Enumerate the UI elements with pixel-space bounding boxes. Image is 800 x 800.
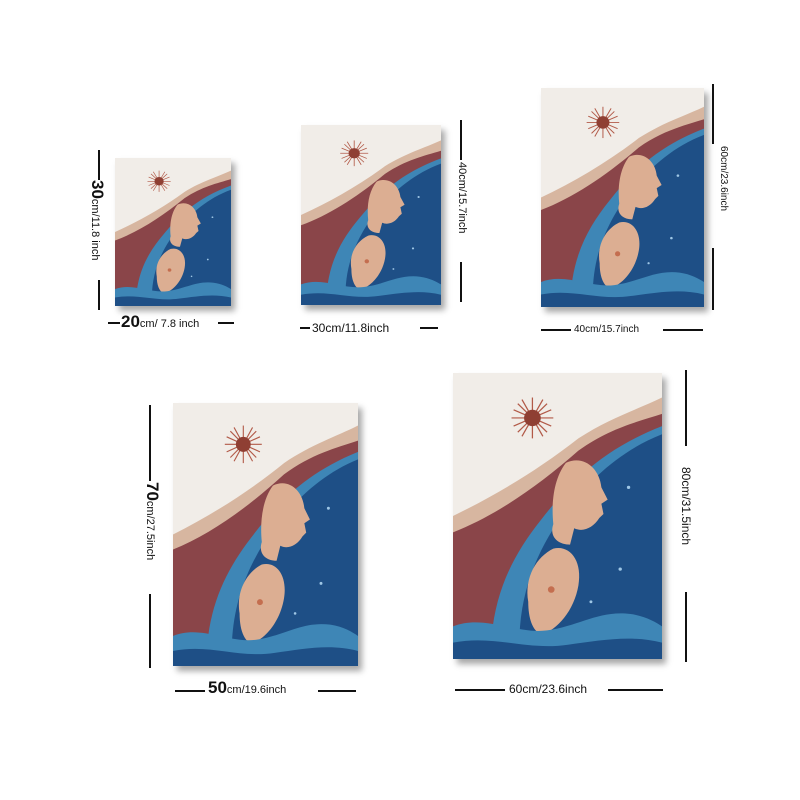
height-dimension-line [712,84,714,144]
height-dimension-line [98,150,100,180]
height-dimension-line [460,120,462,160]
width-label-60x80: 60cm/23.6inch [509,682,588,696]
height-dimension-line [712,248,714,310]
width-label-30x40: 30cm/11.8inch [312,321,390,335]
width-dimension-line [608,689,663,691]
height-label-20x30: 30cm/11.8 inch [88,180,107,261]
poster-20x30-image [115,158,231,306]
poster-30x40-image [301,125,441,305]
width-dimension-line [300,327,310,329]
width-dimension-line [541,329,571,331]
width-dimension-line [108,322,120,324]
poster-40x60-image [541,88,704,307]
width-label-40x60: 40cm/15.7inch [574,324,640,335]
height-dimension-line [460,262,462,302]
width-dimension-line [175,690,205,692]
height-label-30x40: 40cm/15.7inch [456,162,468,234]
width-dimension-line [318,690,356,692]
height-dimension-line [98,280,100,310]
poster-50x70-image [173,403,358,666]
width-label-20x30: 20cm/ 7.8 inch [121,312,200,331]
width-dimension-line [218,322,234,324]
height-label-40x60: 60cm/23.6inch [718,146,729,212]
height-dimension-line [685,592,687,662]
width-dimension-line [420,327,438,329]
height-dimension-line [685,370,687,446]
poster-60x80-image [453,373,662,659]
height-label-50x70: 70cm/27.5inch [143,482,162,561]
width-dimension-line [663,329,703,331]
height-label-60x80: 80cm/31.5inch [679,467,693,546]
height-dimension-line [149,405,151,481]
width-label-50x70: 50cm/19.6inch [208,678,287,697]
width-dimension-line [455,689,505,691]
height-dimension-line [149,594,151,668]
